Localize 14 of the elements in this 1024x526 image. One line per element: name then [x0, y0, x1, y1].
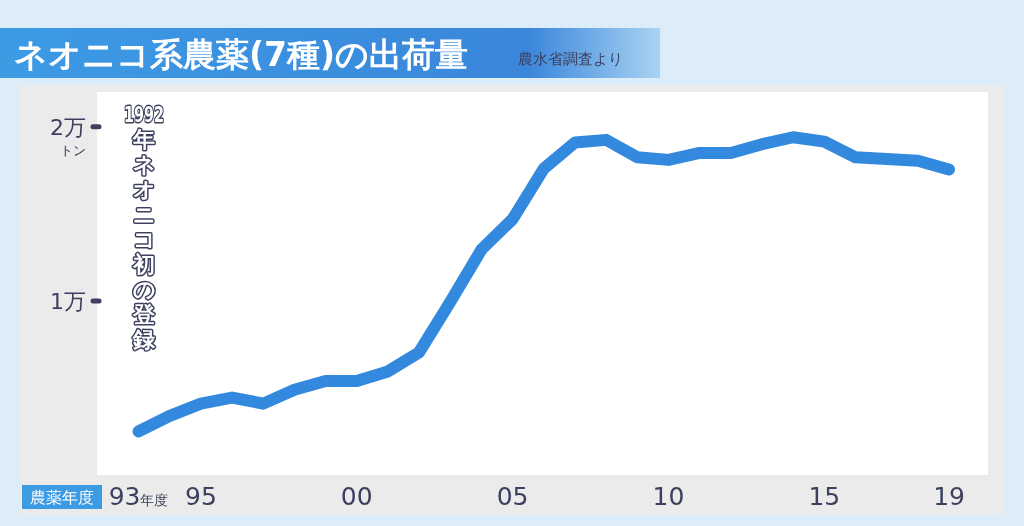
x-tick-label: 00: [340, 482, 373, 511]
y-tick-label: 2万: [50, 114, 86, 140]
chart-subtitle: 農水省調査より: [518, 50, 623, 68]
chart-title: ネオニコ系農薬(7種)の出荷量: [14, 35, 469, 74]
x-tick-label: 15: [808, 482, 841, 511]
x-axis-title: 農薬年度: [30, 488, 94, 507]
x-tick-label: 93年度: [108, 482, 169, 511]
y-tick-label: 1万: [50, 288, 86, 314]
y-axis-title: トン: [60, 142, 86, 158]
x-tick-label: 19: [933, 482, 965, 511]
text: 1992年ネオニコ初の登録: [124, 102, 186, 352]
x-tick-label: 05: [496, 482, 529, 511]
x-tick-label: 10: [652, 482, 685, 511]
x-tick-label: 95: [185, 482, 217, 511]
